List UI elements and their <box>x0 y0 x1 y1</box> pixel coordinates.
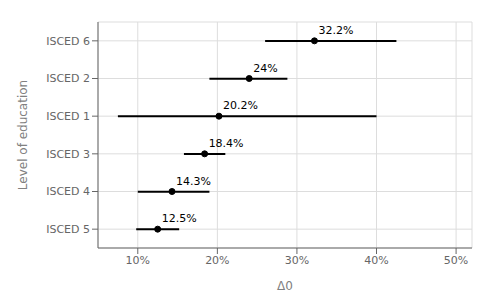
svg-text:ISCED 2: ISCED 2 <box>46 72 90 85</box>
svg-text:ISCED 5: ISCED 5 <box>46 223 90 236</box>
svg-text:Δ0: Δ0 <box>277 279 293 293</box>
svg-text:ISCED 3: ISCED 3 <box>46 148 90 161</box>
svg-text:50%: 50% <box>444 254 468 267</box>
svg-text:18.4%: 18.4% <box>209 137 244 150</box>
svg-text:30%: 30% <box>285 254 309 267</box>
svg-text:ISCED 1: ISCED 1 <box>46 110 90 123</box>
svg-text:24%: 24% <box>253 62 277 75</box>
svg-text:40%: 40% <box>364 254 388 267</box>
svg-text:12.5%: 12.5% <box>162 212 197 225</box>
svg-text:20.2%: 20.2% <box>223 99 258 112</box>
svg-text:32.2%: 32.2% <box>318 24 353 37</box>
svg-text:ISCED 4: ISCED 4 <box>46 185 90 198</box>
svg-text:20%: 20% <box>205 254 229 267</box>
svg-text:ISCED 6: ISCED 6 <box>46 35 90 48</box>
svg-text:Level of education: Level of education <box>16 80 30 190</box>
svg-text:14.3%: 14.3% <box>176 175 211 188</box>
svg-text:10%: 10% <box>126 254 150 267</box>
